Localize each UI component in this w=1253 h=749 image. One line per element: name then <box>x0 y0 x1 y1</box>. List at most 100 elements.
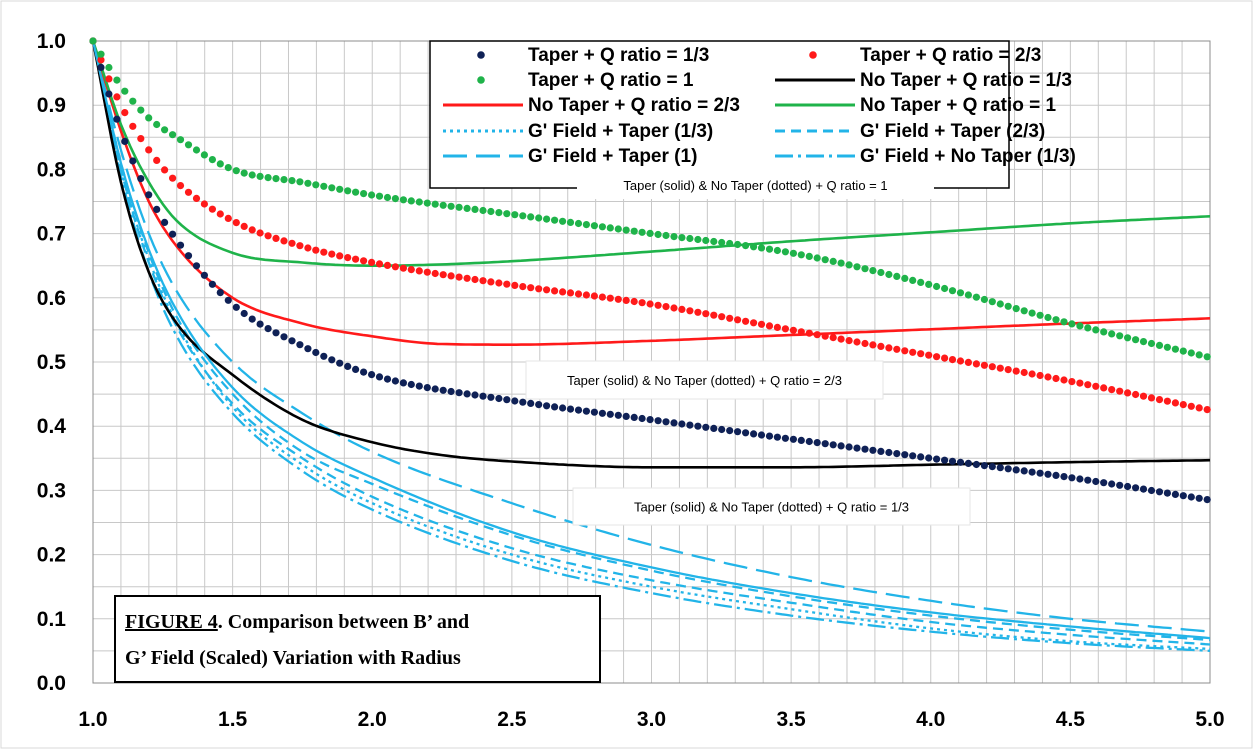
data-point <box>901 451 909 459</box>
data-point <box>742 429 750 437</box>
data-point <box>1179 347 1187 355</box>
data-point <box>256 320 264 328</box>
data-point <box>169 230 177 238</box>
data-point <box>463 390 471 398</box>
data-point <box>901 347 909 355</box>
data-point <box>447 387 455 396</box>
data-point <box>869 341 877 349</box>
series-no-taper-q-ratio-1 <box>91 40 1211 267</box>
data-point <box>519 212 527 220</box>
data-point <box>288 337 296 345</box>
data-point <box>216 289 224 297</box>
data-point <box>1044 313 1052 322</box>
data-point <box>1028 309 1036 317</box>
data-point <box>948 457 957 465</box>
annotation-box <box>572 487 971 526</box>
legend-item: No Taper + Q ratio = 1/3 <box>775 70 1072 91</box>
data-point <box>988 363 996 371</box>
data-point <box>853 263 861 271</box>
data-point <box>789 249 798 257</box>
data-point <box>885 270 893 279</box>
data-point <box>980 361 989 369</box>
legend-item: G' Field + No Taper (1/3) <box>775 146 1076 167</box>
data-point <box>1116 481 1124 489</box>
data-point <box>972 360 981 368</box>
data-point <box>917 350 925 358</box>
data-point <box>296 242 304 250</box>
data-point <box>153 156 161 164</box>
data-point <box>964 291 973 299</box>
data-point <box>312 348 320 357</box>
data-point <box>773 323 782 331</box>
data-point <box>1139 485 1148 493</box>
data-point <box>224 214 232 222</box>
data-point <box>479 277 487 285</box>
data-point <box>948 356 957 364</box>
data-point <box>463 274 471 282</box>
data-point <box>97 63 105 71</box>
x-tick-label: 3.5 <box>777 708 807 731</box>
data-point <box>606 224 614 232</box>
data-point <box>1028 370 1036 378</box>
data-point <box>980 295 989 304</box>
legend-item: Taper + Q ratio = 1/3 <box>477 45 709 66</box>
data-point <box>1076 475 1084 483</box>
data-point <box>336 359 344 367</box>
data-point <box>925 351 933 359</box>
data-point <box>296 341 304 349</box>
data-point <box>280 176 288 184</box>
legend-label: G' Field + No Taper (1/3) <box>860 146 1076 167</box>
data-point <box>885 448 893 457</box>
data-point <box>694 308 702 316</box>
data-point <box>272 234 280 242</box>
data-point <box>948 287 957 295</box>
annotation-box <box>577 171 934 199</box>
legend-item: No Taper + Q ratio = 2/3 <box>443 95 740 116</box>
data-point <box>845 337 853 345</box>
data-point <box>686 307 694 315</box>
data-point <box>1116 332 1124 340</box>
data-point <box>129 122 137 130</box>
data-point <box>1044 470 1052 478</box>
data-point <box>1155 396 1164 404</box>
data-point <box>726 314 734 322</box>
data-point <box>495 394 503 403</box>
data-point <box>455 273 463 281</box>
data-point <box>821 332 829 340</box>
data-point <box>750 319 758 327</box>
data-point <box>1187 349 1195 357</box>
x-tick-label: 2.0 <box>358 708 387 731</box>
data-point <box>654 417 662 425</box>
legend-box <box>429 40 1010 189</box>
data-point <box>574 290 583 298</box>
data-point <box>750 430 758 438</box>
data-point <box>399 264 407 272</box>
data-point <box>1155 488 1164 496</box>
data-point <box>1203 496 1211 504</box>
data-point <box>670 233 678 241</box>
data-point <box>893 450 901 458</box>
data-point <box>447 202 455 210</box>
data-point <box>582 407 591 415</box>
data-point <box>646 300 654 308</box>
data-point <box>1092 326 1100 334</box>
data-point <box>511 211 519 219</box>
data-point <box>368 258 376 266</box>
data-point <box>487 207 495 216</box>
data-point <box>1179 401 1187 409</box>
data-point <box>240 222 248 230</box>
y-tick-labels: 0.0 0.1 0.2 0.3 0.4 0.5 0.6 0.7 0.8 0.9 1.0 <box>37 30 67 695</box>
data-point <box>200 200 208 208</box>
data-point <box>280 333 288 341</box>
data-point <box>232 219 240 227</box>
legend-marker <box>477 76 485 84</box>
data-point <box>1171 345 1179 353</box>
data-point <box>853 444 861 452</box>
data-point <box>145 114 153 122</box>
data-point <box>582 291 591 299</box>
figure-caption: FIGURE 4. Comparison between B’ and G’ Fi… <box>114 595 601 683</box>
data-point <box>208 156 216 164</box>
legend-label: Taper + Q ratio = 1/3 <box>528 45 709 66</box>
data-point <box>797 251 805 259</box>
